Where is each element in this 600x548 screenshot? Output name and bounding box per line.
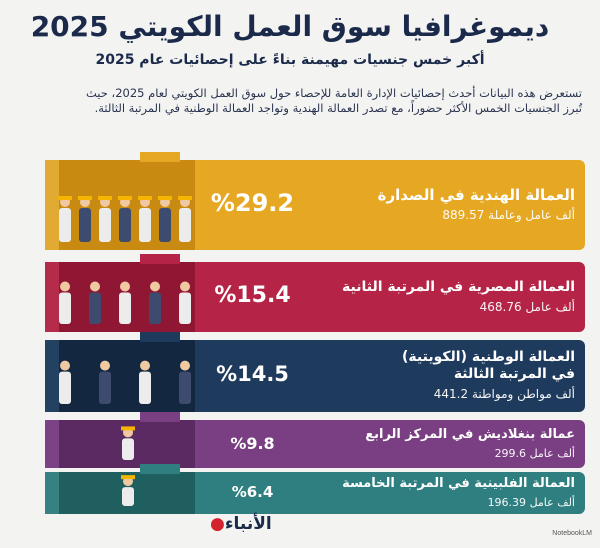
bar-label-line-2: في المرتبة الثالثة xyxy=(453,366,575,383)
bar-percentage: %14.5 xyxy=(216,362,289,387)
person-body xyxy=(59,292,71,324)
bar-band xyxy=(190,420,585,468)
person-head xyxy=(150,281,160,292)
bar-row-4 xyxy=(45,412,585,468)
hard-hat xyxy=(58,196,72,200)
bar-block-front xyxy=(45,472,195,514)
person-head xyxy=(140,360,150,371)
person-head xyxy=(60,281,70,292)
person-head xyxy=(180,360,190,371)
bar-value: 196.39 ألف عامل xyxy=(487,495,575,509)
bar-row-5 xyxy=(45,464,585,514)
bar-block-edge xyxy=(45,420,59,468)
bar-label-line-1: العمالة الوطنية (الكويتية) xyxy=(402,349,575,366)
kuwaiti-citizens-icon xyxy=(59,360,191,404)
person-body xyxy=(149,292,161,324)
bar-block-edge xyxy=(45,262,59,332)
bar-value: 299.6 ألف عامل xyxy=(494,446,575,460)
bar-label: العمالة الوطنية (الكويتية) في المرتبة الث… xyxy=(305,349,575,383)
bar-label-line-1: العمالة الفلبينية في المرتبة الخامسة xyxy=(342,476,575,492)
single-worker-icon xyxy=(121,475,135,506)
logo-text: الأنباء xyxy=(224,514,272,534)
logo-dot: ● xyxy=(210,514,225,534)
page-subtitle: أكبر خمس جنسيات مهيمنة بناءً على إحصائيا… xyxy=(95,52,485,68)
person-body xyxy=(99,371,111,404)
bar-connector-tab xyxy=(140,412,180,422)
person-head xyxy=(90,281,100,292)
person-body xyxy=(139,371,151,404)
bar-percentage: %29.2 xyxy=(210,189,295,218)
person-body xyxy=(79,208,91,242)
person-body xyxy=(89,292,101,324)
person-body xyxy=(159,208,171,242)
alanba-logo: الأنباء● xyxy=(210,514,272,534)
intro-line-1: تستعرض هذه البيانات أحدث إحصائيات الإدار… xyxy=(85,86,582,100)
bar-label-line-1: عمالة بنغلاديش في المركز الرابع xyxy=(365,427,575,443)
person-head xyxy=(100,360,110,371)
workers-group-icon xyxy=(58,196,192,242)
person-body xyxy=(59,208,71,242)
bar-percentage: %6.4 xyxy=(231,483,274,502)
bar-value: 889.57 ألف عامل وعاملة xyxy=(442,208,575,223)
person-body xyxy=(179,371,191,404)
bar-block-front xyxy=(45,420,195,468)
hard-hat xyxy=(121,475,135,480)
page-title: ديموغرافيا سوق العمل الكويتي 2025 xyxy=(30,10,550,43)
person-head xyxy=(60,360,70,371)
intro-line-2: تُبرز الجنسيات الخمس الأكثر حضوراً، مع ت… xyxy=(94,101,582,115)
bar-label: العمالة الهندية في الصدارة xyxy=(305,186,575,204)
hard-hat xyxy=(138,196,152,200)
person-body xyxy=(119,292,131,324)
hard-hat xyxy=(118,196,132,200)
person-body xyxy=(59,371,71,404)
bar-value: 468.76 ألف عامل xyxy=(479,299,575,314)
person-body xyxy=(99,208,111,242)
bar-band xyxy=(190,262,585,332)
bar-band xyxy=(190,472,585,514)
bar-label-line-1: العمالة المصرية في المرتبة الثانية xyxy=(342,278,575,295)
bar-label: العمالة المصرية في المرتبة الثانية xyxy=(305,279,575,296)
bar-block-edge xyxy=(45,340,59,412)
bar-block-edge xyxy=(45,160,59,250)
person-body xyxy=(122,487,134,506)
professionals-group-icon xyxy=(59,281,191,324)
bar-band xyxy=(190,340,585,412)
bar-percentage: %15.4 xyxy=(214,282,291,308)
bar-connector-tab xyxy=(140,332,180,342)
hard-hat xyxy=(178,196,192,200)
bar-connector-tab xyxy=(140,152,180,162)
hard-hat xyxy=(98,196,112,200)
person-body xyxy=(179,208,191,242)
single-worker-icon xyxy=(121,426,135,460)
intro-text: تستعرض هذه البيانات أحدث إحصائيات الإدار… xyxy=(12,86,582,116)
hard-hat xyxy=(78,196,92,200)
hard-hat xyxy=(121,426,135,431)
bar-value: 441.2 ألف مواطن ومواطنة xyxy=(433,387,575,401)
bar-block-edge xyxy=(45,472,59,514)
hard-hat xyxy=(158,196,172,200)
notebooklm-credit: NotebookLM xyxy=(552,530,592,537)
person-body xyxy=(139,208,151,242)
bar-label: العمالة الفلبينية في المرتبة الخامسة xyxy=(305,476,575,492)
bar-percentage: %9.8 xyxy=(230,433,275,453)
bar-connector-tab xyxy=(140,464,180,474)
person-body xyxy=(179,292,191,324)
bar-label: عمالة بنغلاديش في المركز الرابع xyxy=(305,427,575,443)
bar-band xyxy=(190,160,585,250)
bar-connector-tab xyxy=(140,254,180,264)
person-body xyxy=(119,208,131,242)
bar-label-line-1: العمالة الهندية في الصدارة xyxy=(377,186,575,205)
person-head xyxy=(180,281,190,292)
person-head xyxy=(120,281,130,292)
person-body xyxy=(122,438,134,460)
